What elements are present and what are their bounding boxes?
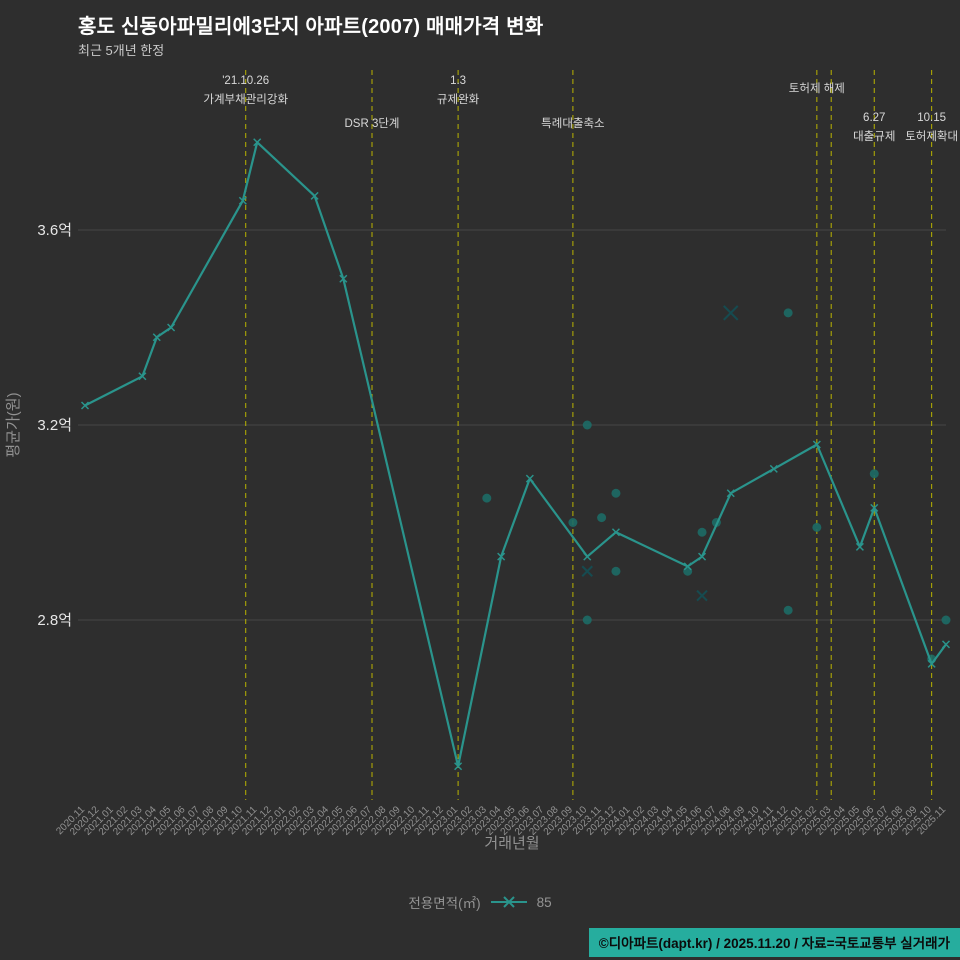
chart-subtitle: 최근 5개년 한정 [78, 43, 165, 58]
event-annotation: 6.27 [863, 112, 885, 124]
legend-x-marker-icon [490, 896, 527, 908]
event-annotation: 토허제확대 [905, 130, 958, 143]
footer-credit: ©디아파트(dapt.kr) / 2025.11.20 / 자료=국토교통부 실… [588, 928, 960, 957]
event-annotation: 규제완화 [437, 93, 480, 106]
y-axis-title: 평균가(원) [5, 392, 22, 457]
event-annotation: '21.10.26 [222, 75, 269, 87]
scatter-points [482, 305, 951, 664]
event-annotation: 토허제 해제 [789, 82, 845, 95]
event-annotation: DSR 3단계 [344, 117, 399, 130]
x-axis-title: 거래년월 [484, 835, 539, 852]
price-line [80, 138, 951, 771]
x-axis-labels: 2020.112020.122021.012021.022021.032021.… [54, 804, 948, 838]
legend-series-value: 85 [536, 894, 552, 910]
legend: 전용면적(㎡) 85 [0, 892, 960, 912]
grid-lines: 3.6억 3.2억 2.8억 [37, 222, 946, 629]
y-tick-label: 3.6억 [37, 222, 72, 239]
legend-label: 전용면적(㎡) [408, 896, 481, 911]
event-annotation: 10.15 [917, 112, 946, 124]
event-annotation: 1.3 [450, 75, 466, 87]
event-annotation: 특례대출축소 [541, 117, 604, 130]
chart-title: 홍도 신동아파밀리에3단지 아파트(2007) 매매가격 변화 [78, 16, 544, 38]
event-annotation: 대출규제 [853, 130, 895, 143]
y-tick-label: 3.2억 [37, 417, 72, 434]
y-tick-label: 2.8억 [37, 612, 72, 629]
event-annotation: 가계부채관리강화 [203, 93, 288, 106]
